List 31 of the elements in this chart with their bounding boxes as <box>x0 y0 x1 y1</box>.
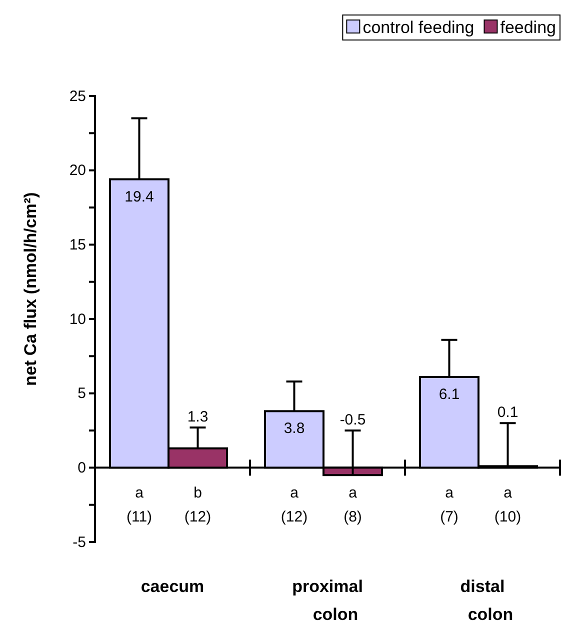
legend-label: control feeding <box>362 18 474 37</box>
x-tick-label: proximal colon <box>292 577 363 624</box>
annotation: (11) <box>126 508 152 526</box>
annotation: a <box>290 484 300 502</box>
y-tick-label: 15 <box>69 236 86 254</box>
data-label: 3.8 <box>284 420 305 438</box>
annotation: (12) <box>280 508 308 526</box>
data-label: 19.4 <box>124 188 154 206</box>
y-tick-label: 10 <box>69 310 86 328</box>
annotation: (8) <box>344 508 362 526</box>
annotation: a <box>504 484 513 502</box>
data-label: 6.1 <box>438 386 460 403</box>
annotation: (12) <box>184 508 212 526</box>
data-label: 0.1 <box>497 404 518 422</box>
annotation: (7) <box>440 508 458 526</box>
x-tick-label: distal colon <box>460 577 514 624</box>
y-tick-label: 5 <box>78 385 86 402</box>
y-tick-label: 25 <box>69 88 86 105</box>
y-tick-label: 20 <box>69 162 86 180</box>
y-tick-label: -5 <box>72 534 86 551</box>
y-tick-label: 0 <box>78 459 86 476</box>
legend-label: feeding <box>500 18 556 37</box>
y-axis-title: net Ca flux (nmol/h/cm²) <box>21 192 40 386</box>
x-tick-label: caecum <box>140 577 204 596</box>
annotation: a <box>135 484 144 502</box>
annotation: a <box>445 484 454 502</box>
annotation: a <box>348 484 358 502</box>
data-label: -0.5 <box>340 412 366 428</box>
annotation: (10) <box>494 508 522 526</box>
data-label: 1.3 <box>187 408 208 426</box>
annotation: b <box>194 484 202 502</box>
